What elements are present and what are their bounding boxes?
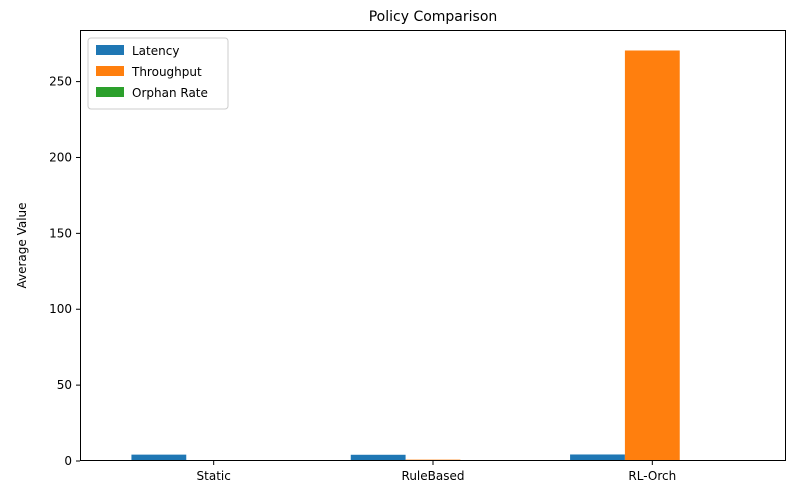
x-tick-label: RuleBased xyxy=(402,469,465,483)
bar-throughput-rl-orch xyxy=(624,50,680,462)
legend-swatch xyxy=(96,87,124,97)
y-axis: 0 50 100 150 200 250 xyxy=(49,75,80,468)
y-tick-label: 0 xyxy=(64,454,72,468)
y-tick-label: 200 xyxy=(49,150,72,164)
legend: Latency Throughput Orphan Rate xyxy=(87,37,229,110)
y-tick-label: 50 xyxy=(57,378,72,392)
bars-group xyxy=(131,50,680,462)
y-axis-title: Average Value xyxy=(15,202,29,288)
bar-latency-static xyxy=(131,454,187,461)
chart-title: Policy Comparison xyxy=(369,9,498,25)
legend-label: Orphan Rate xyxy=(132,86,208,100)
x-tick-label: RL-Orch xyxy=(628,469,676,483)
bar-latency-rulebased xyxy=(350,454,406,461)
x-tick-label: Static xyxy=(197,469,231,483)
legend-swatch xyxy=(96,45,124,55)
y-tick-label: 100 xyxy=(49,302,72,316)
x-axis: Static RuleBased RL-Orch xyxy=(197,461,676,483)
legend-label: Throughput xyxy=(131,65,202,79)
y-tick-label: 250 xyxy=(49,75,72,89)
legend-label: Latency xyxy=(132,44,179,58)
y-tick-label: 150 xyxy=(49,226,72,240)
bar-latency-rl-orch xyxy=(570,454,625,461)
plot-frame xyxy=(80,30,786,461)
legend-swatch xyxy=(96,66,124,76)
